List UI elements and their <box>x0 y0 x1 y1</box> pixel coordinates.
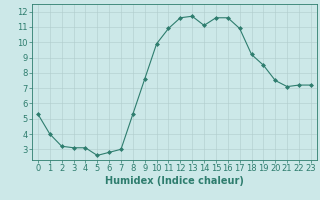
X-axis label: Humidex (Indice chaleur): Humidex (Indice chaleur) <box>105 176 244 186</box>
